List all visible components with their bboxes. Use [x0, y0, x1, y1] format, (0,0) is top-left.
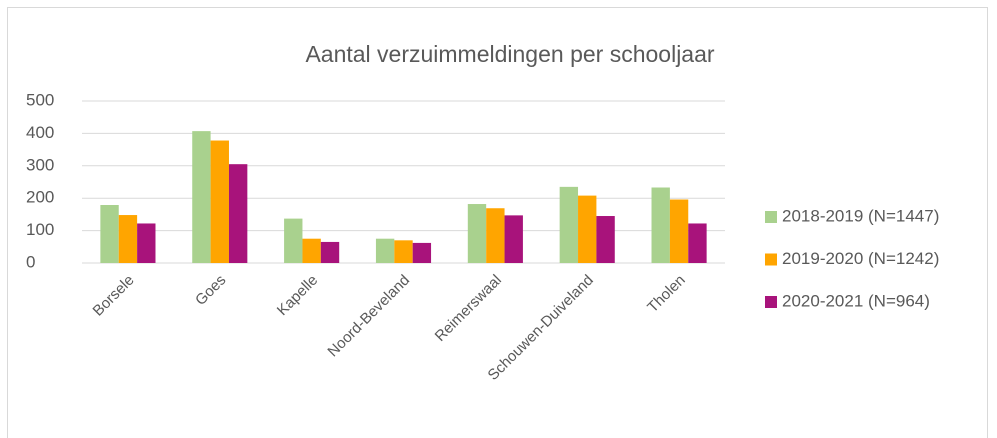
bar — [228, 164, 248, 263]
legend-swatch — [765, 296, 777, 308]
bar — [394, 240, 413, 263]
x-tick-label: Goes — [192, 272, 229, 309]
legend-label: 2020-2021 (N=964) — [782, 291, 930, 310]
x-tick-label: Noord-Beveland — [324, 272, 413, 361]
bar — [596, 216, 615, 263]
bar — [302, 238, 321, 263]
bar — [375, 238, 395, 263]
chart-border — [7, 7, 988, 438]
bar — [192, 131, 211, 263]
bar — [486, 208, 505, 263]
y-tick-label: 0 — [26, 252, 35, 271]
bar — [578, 195, 597, 263]
bar — [504, 215, 523, 263]
y-tick-label: 400 — [26, 123, 54, 142]
x-tick-label: Borsele — [90, 272, 138, 320]
legend-label: 2019-2020 (N=1242) — [782, 249, 939, 268]
legend-swatch — [765, 253, 777, 266]
x-tick-label: Schouwen-Duiveland — [485, 272, 597, 384]
x-tick-label: Kapelle — [274, 272, 321, 319]
bar — [467, 204, 487, 263]
bar — [651, 187, 670, 263]
bar — [688, 223, 707, 263]
y-tick-label: 100 — [26, 220, 54, 239]
legend-swatch — [765, 211, 777, 223]
y-tick-label: 300 — [26, 155, 54, 174]
bar — [320, 241, 340, 263]
bar — [137, 223, 156, 263]
bar — [284, 218, 303, 263]
y-tick-label: 200 — [26, 188, 54, 207]
bar — [669, 199, 689, 263]
x-tick-label: Tholen — [644, 272, 688, 316]
bar — [118, 215, 138, 263]
bar — [412, 242, 432, 263]
y-tick-label: 500 — [26, 90, 54, 109]
bar — [210, 140, 229, 263]
bar — [559, 186, 579, 263]
chart-title: Aantal verzuimmeldingen per schooljaar — [305, 41, 714, 67]
bar — [100, 205, 119, 263]
legend-label: 2018-2019 (N=1447) — [782, 206, 939, 225]
x-tick-label: Reimerswaal — [432, 272, 505, 345]
